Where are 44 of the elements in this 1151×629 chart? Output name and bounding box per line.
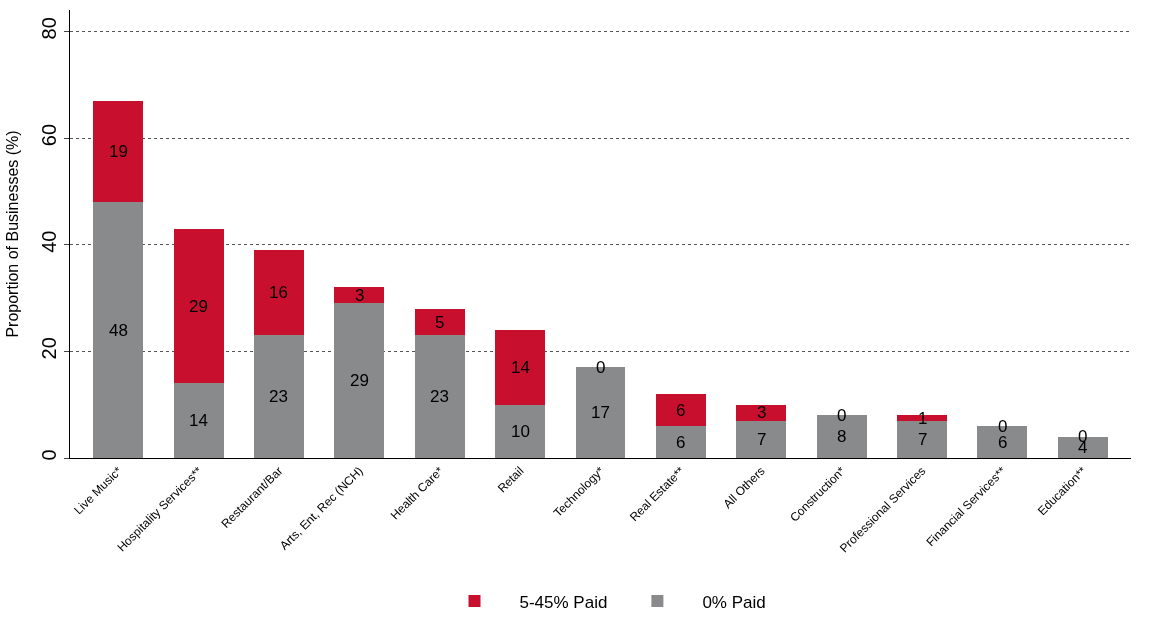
bar [173,383,224,458]
bar [655,394,706,426]
data-label: 14 [511,358,530,377]
y-tick-label: 40 [38,230,60,253]
data-label: 19 [109,142,128,161]
data-label: 16 [269,283,288,302]
bar [93,100,144,202]
y-axis-title: Proportion of Businesses (%) [3,130,21,338]
bar [495,330,546,405]
data-label: 14 [189,411,208,430]
bar [736,420,787,458]
bar [254,250,304,336]
y-tick-label: 80 [38,17,60,40]
data-label: 7 [918,430,928,449]
data-label: 23 [430,387,449,406]
bar [736,404,787,421]
data-label: 48 [109,321,128,340]
data-label: 6 [676,401,686,420]
data-label: 17 [591,403,610,422]
bar [173,228,224,384]
bar [655,426,706,458]
data-label: 10 [511,422,530,441]
data-label: 23 [269,387,288,406]
bar [414,335,465,458]
bar [334,287,385,304]
data-label: 29 [189,297,208,316]
data-label: 5 [435,313,445,332]
legend-label: 0% Paid [702,592,766,612]
bar [495,404,546,458]
bar [414,308,465,336]
data-label: 7 [757,430,767,449]
data-label: 6 [998,433,1008,452]
y-tick-label: 60 [38,123,60,147]
legend-label: 5-45% Paid [519,592,608,612]
data-label: 3 [757,403,767,422]
data-label: 3 [355,286,365,305]
y-tick-label: 20 [38,337,60,360]
bar [254,335,304,458]
data-label: 29 [350,371,369,390]
data-label: 8 [837,427,847,446]
data-label: 6 [676,433,686,452]
bar [334,303,385,458]
y-tick-label: 0 [38,449,60,461]
bar [93,202,144,458]
